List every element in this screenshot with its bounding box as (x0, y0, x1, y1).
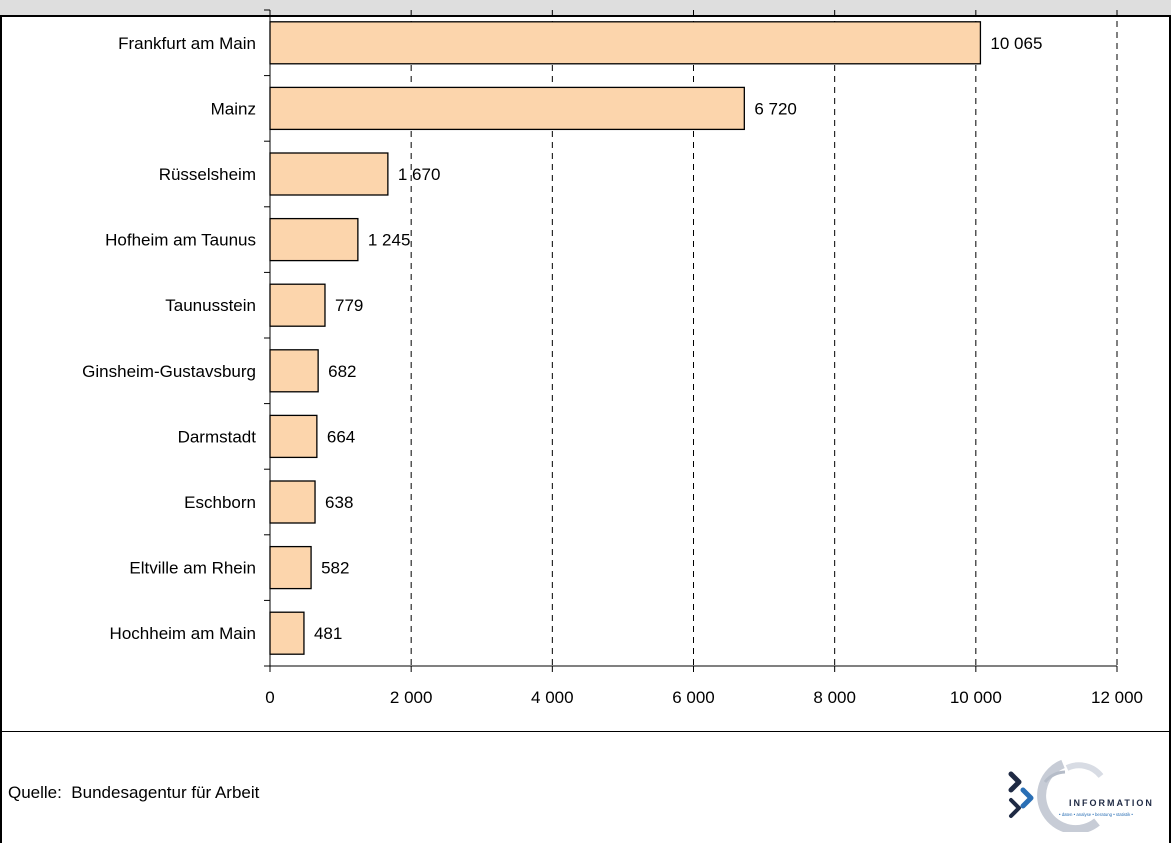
data-label: 664 (327, 427, 355, 446)
category-label: Frankfurt am Main (118, 34, 256, 53)
x-tick-label: 4 000 (531, 688, 574, 707)
header-band (0, 0, 1171, 17)
x-tick-label: 2 000 (390, 688, 433, 707)
logo-tagline: • daten • analyse • beratung • statistik… (1059, 812, 1133, 817)
category-label: Hochheim am Main (110, 624, 256, 643)
x-tick-label: 10 000 (950, 688, 1002, 707)
category-label: Darmstadt (178, 427, 257, 446)
category-label: Taunusstein (165, 296, 256, 315)
bar-chart: 0 2 000 4 000 6 000 8 000 10 000 12 000 Frankfu… (82, 9, 1143, 707)
data-label: 481 (314, 624, 342, 643)
x-tick-label: 8 000 (813, 688, 856, 707)
bar (269, 217, 359, 262)
data-label: 6 720 (754, 99, 797, 118)
data-label: 682 (328, 362, 356, 381)
bar (269, 349, 319, 393)
x-tick-label: 12 000 (1091, 688, 1143, 707)
data-label: 1 245 (368, 231, 411, 250)
category-label: Mainz (211, 99, 256, 118)
bar (269, 21, 982, 65)
bar (269, 152, 389, 196)
logo-swirl-icon (1037, 759, 1104, 832)
bar (269, 414, 318, 459)
bar (269, 86, 745, 131)
category-label: Hofheim am Taunus (105, 231, 256, 250)
logo-wordmark: INFORMATION (1069, 798, 1154, 808)
footer-divider (0, 731, 1171, 732)
data-label: 1 670 (398, 165, 441, 184)
information-logo: INFORMATION • daten • analyse • beratung… (1008, 759, 1154, 832)
data-label: 638 (325, 493, 353, 512)
x-tick-label: 6 000 (672, 688, 715, 707)
category-label: Eltville am Rhein (129, 559, 256, 578)
data-label: 582 (321, 559, 349, 578)
chevron-right-icon (1008, 771, 1034, 818)
bar (269, 545, 312, 590)
category-label: Rüsselsheim (159, 165, 256, 184)
data-label: 779 (335, 296, 363, 315)
bar (269, 611, 305, 655)
x-tick-label: 0 (265, 688, 274, 707)
data-label: 10 065 (990, 34, 1042, 53)
bar (269, 480, 316, 524)
source-note: Quelle: Bundesagentur für Arbeit (8, 783, 260, 802)
bar (269, 283, 326, 327)
category-label: Eschborn (184, 493, 256, 512)
category-label: Ginsheim-Gustavsburg (82, 362, 256, 381)
